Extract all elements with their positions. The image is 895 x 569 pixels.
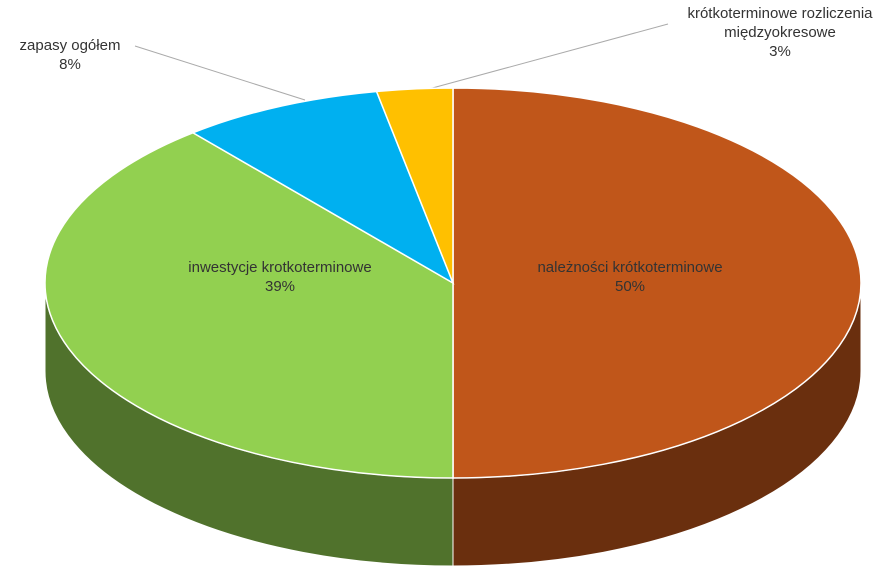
data-label: inwestycje krotkoterminowe 39% — [188, 258, 371, 296]
label-value: 39% — [264, 278, 296, 295]
pie-slice — [44, 131, 454, 479]
label-category: inwestycje krotkoterminowe — [188, 259, 372, 276]
label-value: 3% — [769, 43, 791, 60]
data-label: zapasy ogółem 8% — [20, 36, 121, 74]
label-category: należności krótkoterminowe — [537, 259, 723, 276]
leader-line — [424, 23, 669, 91]
label-value: 8% — [59, 56, 81, 73]
data-label: należności krótkoterminowe 50% — [537, 258, 722, 296]
label-value: 50% — [614, 278, 646, 295]
label-category: zapasy ogółem — [19, 37, 121, 54]
pie-slice — [452, 87, 862, 479]
pie-slice — [375, 87, 454, 284]
label-category: krótkoterminowe rozliczenia międzyokreso… — [687, 5, 873, 41]
data-label: krótkoterminowe rozliczenia międzyokreso… — [665, 4, 895, 61]
leader-line — [134, 45, 306, 101]
pie-slice — [191, 90, 455, 285]
